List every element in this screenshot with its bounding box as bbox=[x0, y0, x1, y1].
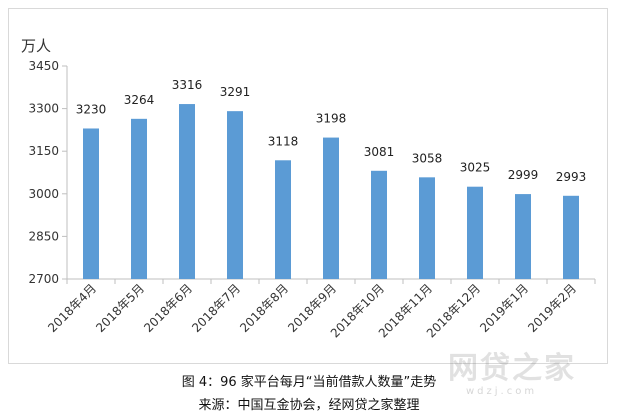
chart-frame: 万人 2700 2850 3000 3150 3300 3450 2018年4月 2018年… bbox=[8, 8, 608, 364]
y-tick-label: 2850 bbox=[28, 229, 59, 243]
x-tick-label: 2018年4月 bbox=[45, 281, 99, 335]
bar bbox=[371, 170, 387, 279]
x-tick-label: 2018年8月 bbox=[237, 281, 291, 335]
bar bbox=[131, 118, 147, 279]
figure-caption: 图 4：96 家平台每月“当前借款人数量”走势 bbox=[181, 375, 437, 390]
x-tick-label: 2019年1月 bbox=[477, 281, 531, 335]
bars bbox=[83, 104, 579, 279]
figure-source: 来源：中国互金协会，经网贷之家整理 bbox=[198, 398, 420, 413]
data-label: 3058 bbox=[412, 151, 443, 165]
y-tick-label: 3450 bbox=[28, 59, 59, 73]
y-tick-label: 3300 bbox=[28, 102, 59, 116]
bar bbox=[83, 128, 99, 279]
x-tick-label: 2018年7月 bbox=[189, 281, 243, 335]
bar bbox=[323, 137, 339, 279]
x-axis: 2018年4月2018年5月2018年6月2018年7月2018年8月2018年… bbox=[45, 278, 596, 340]
y-axis-title: 万人 bbox=[21, 37, 51, 55]
data-label: 3291 bbox=[220, 85, 251, 99]
bar bbox=[179, 104, 195, 279]
y-tick-label: 3150 bbox=[28, 144, 59, 158]
data-label: 2993 bbox=[556, 170, 587, 184]
x-tick-label: 2018年6月 bbox=[141, 281, 195, 335]
y-tick-label: 2700 bbox=[28, 272, 59, 286]
bar bbox=[419, 177, 435, 279]
data-label: 3198 bbox=[316, 112, 347, 126]
x-tick-label: 2019年2月 bbox=[525, 281, 579, 335]
bar bbox=[275, 160, 291, 279]
x-tick-label: 2018年5月 bbox=[93, 281, 147, 335]
data-label: 3025 bbox=[460, 161, 491, 175]
y-axis: 2700 2850 3000 3150 3300 3450 bbox=[28, 59, 68, 286]
data-label: 3118 bbox=[268, 134, 299, 148]
bar bbox=[563, 195, 579, 279]
data-label: 3081 bbox=[364, 145, 395, 159]
data-label: 3230 bbox=[76, 102, 107, 116]
bar bbox=[515, 194, 531, 279]
data-label: 2999 bbox=[508, 168, 539, 182]
bar bbox=[227, 111, 243, 279]
data-label: 3316 bbox=[172, 78, 203, 92]
data-label: 3264 bbox=[124, 93, 155, 107]
bar bbox=[467, 186, 483, 279]
y-tick-label: 3000 bbox=[28, 187, 59, 201]
data-labels: 3230 3264 3316 3291 3118 3198 3081 3058 3025 2999… bbox=[76, 78, 587, 184]
